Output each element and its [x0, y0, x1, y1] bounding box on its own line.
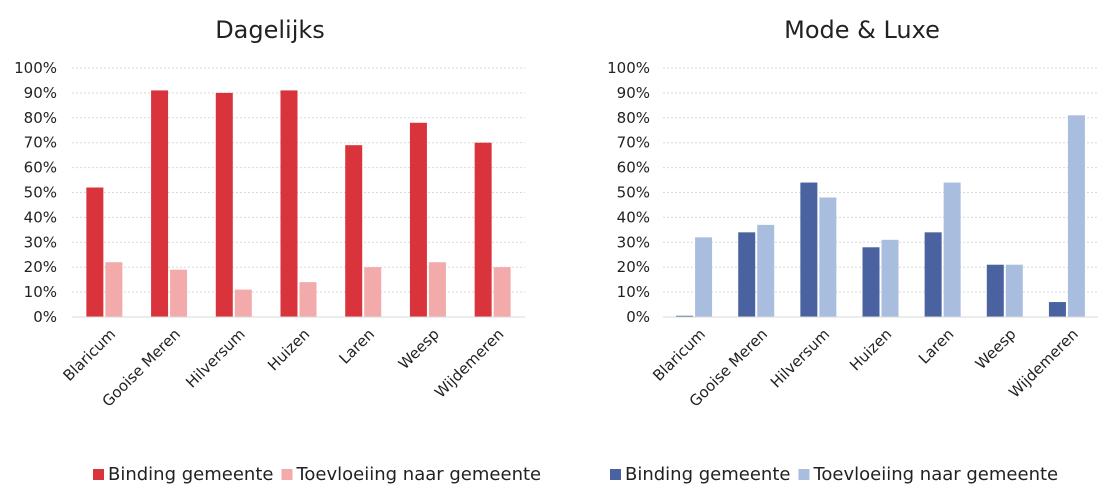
x-category-label: Blaricum — [60, 325, 120, 385]
bar-binding-gemeente-laren — [345, 145, 363, 317]
y-tick-label: 30% — [24, 233, 57, 251]
bar-binding-gemeente-huizen — [280, 90, 298, 317]
bar-toevloeiing-naar-gemeente-gooise-meren — [170, 269, 188, 317]
legend-swatch-binding-gemeente — [93, 469, 104, 480]
bar-toevloeiing-naar-gemeente-hilversum — [819, 197, 837, 317]
bar-binding-gemeente-wijdemeren — [474, 142, 492, 317]
bar-toevloeiing-naar-gemeente-laren — [943, 182, 961, 317]
x-category-label: Laren — [915, 325, 958, 368]
bar-toevloeiing-naar-gemeente-laren — [364, 267, 382, 317]
legend-swatch-toevloeiing-naar-gemeente — [798, 469, 810, 480]
y-tick-label: 70% — [24, 134, 57, 152]
y-tick-label: 50% — [24, 184, 57, 202]
y-tick-label: 10% — [24, 283, 57, 301]
bar-toevloeiing-naar-gemeente-huizen — [881, 239, 899, 317]
bar-binding-gemeente-huizen — [862, 247, 880, 317]
bar-toevloeiing-naar-gemeente-wijdemeren — [493, 267, 511, 317]
y-tick-label: 70% — [617, 134, 650, 152]
bar-toevloeiing-naar-gemeente-gooise-meren — [757, 224, 775, 317]
legend-label-binding-gemeente: Binding gemeente — [625, 464, 790, 485]
y-tick-label: 40% — [24, 208, 57, 226]
y-tick-label: 90% — [24, 84, 57, 102]
bar-binding-gemeente-wijdemeren — [1048, 302, 1066, 317]
bar-binding-gemeente-hilversum — [215, 92, 233, 318]
bar-toevloeiing-naar-gemeente-huizen — [299, 282, 317, 317]
x-category-label: Blaricum — [649, 325, 709, 385]
y-tick-label: 60% — [617, 159, 650, 177]
x-category-label: Laren — [336, 325, 379, 368]
chart-mode-luxe: Mode & Luxe 0% 10% 20% 30% 40% 50% 60% 70% 80% 90%… — [607, 16, 1098, 485]
bar-toevloeiing-naar-gemeente-hilversum — [234, 289, 252, 317]
y-tick-label: 50% — [617, 184, 650, 202]
y-tick-label: 100% — [607, 59, 650, 77]
y-tick-label: 10% — [617, 283, 650, 301]
bar-binding-gemeente-weesp — [409, 122, 427, 317]
legend-label-toevloeiing-naar-gemeente: Toevloeiing naar gemeente — [295, 464, 541, 485]
x-category-label: Hilversum — [767, 325, 833, 391]
y-tick-label: 0% — [626, 308, 650, 326]
bar-binding-gemeente-weesp — [986, 264, 1004, 317]
legend-swatch-binding-gemeente — [610, 469, 621, 480]
bar-toevloeiing-naar-gemeente-wijdemeren — [1067, 115, 1085, 317]
bar-toevloeiing-naar-gemeente-blaricum — [695, 237, 713, 317]
y-tick-label: 80% — [617, 109, 650, 127]
bar-binding-gemeente-hilversum — [800, 182, 818, 317]
bar-toevloeiing-naar-gemeente-weesp — [1005, 264, 1023, 317]
legend-swatch-toevloeiing-naar-gemeente — [281, 469, 293, 480]
x-category-label: Huizen — [264, 325, 313, 374]
x-category-label: Weesp — [395, 325, 443, 373]
bar-binding-gemeente-gooise-meren — [738, 232, 756, 317]
y-tick-label: 0% — [33, 308, 57, 326]
chart-title: Dagelijks — [215, 16, 325, 44]
bar-toevloeiing-naar-gemeente-weesp — [428, 262, 446, 317]
legend-label-toevloeiing-naar-gemeente: Toevloeiing naar gemeente — [812, 464, 1058, 485]
bar-binding-gemeente-blaricum — [676, 315, 694, 317]
chart-title: Mode & Luxe — [784, 16, 940, 44]
bar-binding-gemeente-laren — [924, 232, 942, 317]
y-tick-label: 60% — [24, 159, 57, 177]
y-tick-label: 20% — [24, 258, 57, 276]
legend-label-binding-gemeente: Binding gemeente — [108, 464, 273, 485]
bar-binding-gemeente-blaricum — [86, 187, 104, 317]
bar-toevloeiing-naar-gemeente-blaricum — [105, 262, 123, 317]
x-category-label: Huizen — [846, 325, 895, 374]
chart-dagelijks: Dagelijks 0% 10% 20% 30% 40% 50% 60% 70% 80% 90% 10… — [14, 16, 541, 485]
y-tick-label: 90% — [617, 84, 650, 102]
y-tick-label: 40% — [617, 208, 650, 226]
y-tick-label: 20% — [617, 258, 650, 276]
y-tick-label: 100% — [14, 59, 57, 77]
y-tick-label: 30% — [617, 233, 650, 251]
y-tick-label: 80% — [24, 109, 57, 127]
bar-binding-gemeente-gooise-meren — [151, 90, 169, 317]
x-category-label: Wijdemeren — [431, 325, 507, 401]
x-category-label: Hilversum — [182, 325, 248, 391]
x-category-label: Weesp — [972, 325, 1020, 373]
